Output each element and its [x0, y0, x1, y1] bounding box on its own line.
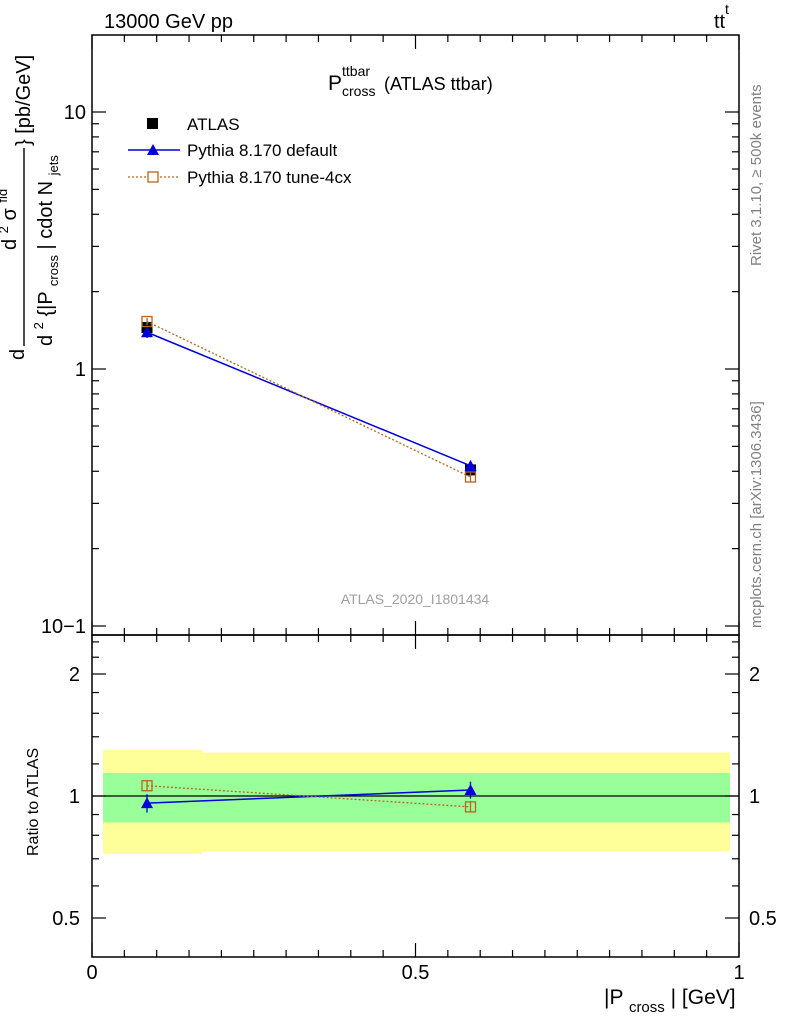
main-y-axis-label-unit: } [pb/GeV] [13, 55, 35, 146]
x-axis-label: |P cross | [GeV] [604, 986, 736, 1017]
main-y-axis-label-den-cross: cross [46, 255, 61, 287]
legend-marker-pythia-default [147, 144, 159, 155]
main-y-axis-label-num-sup: 2 [0, 226, 11, 233]
main-y-axis-label-num-fid: fid [0, 189, 10, 203]
ratio-point-pythia-default [140, 797, 153, 809]
x-axis-label-post: | [GeV] [671, 986, 736, 1009]
mcplots-label: mcplots.cern.ch [arXiv:1306.3436] [748, 401, 765, 628]
legend-label-pythia-4cx: Pythia 8.170 tune-4cx [187, 168, 352, 187]
ratio-panel-marks [140, 780, 477, 813]
legend-marker-pythia-4cx [147, 171, 159, 183]
header-energy: 13000 GeV pp [104, 11, 233, 33]
main-y-axis-label-d: d [7, 349, 29, 360]
main-y-axis-label-num-sigma: σ [0, 208, 21, 221]
main-y-axis-label: d d 2 σ fid d 2 {|P cross | cdot N jets … [0, 55, 63, 360]
main-y-axis-label-den-mid: | cdot N [35, 181, 57, 250]
main-y-axis-label-den-sup: 2 [31, 322, 46, 329]
header-process-bar: t [725, 1, 729, 17]
ratio-axis-ticks [91, 635, 740, 957]
main-y-axis-label-den-jets: jets [46, 155, 61, 177]
main-panel-marks [140, 315, 477, 483]
main-y-axis-label-num-d: d [0, 239, 21, 250]
ratio-y-tick-label-left: 1 [69, 786, 80, 808]
ratio-point-pythia-default [464, 783, 477, 795]
ratio-y-tick-label-right: 0.5 [749, 908, 777, 930]
data-point-pythia-default [140, 326, 153, 338]
series-line-1 [146, 331, 471, 467]
main-y-axis-label-fraction: d 2 σ fid [0, 189, 21, 250]
ratio-y-tick-label-right: 2 [749, 664, 760, 686]
legend-label-atlas: ATLAS [187, 115, 240, 134]
analysis-watermark: ATLAS_2020_I1801434 [341, 591, 490, 607]
ratio-point-pythia-4cx [141, 780, 153, 792]
rivet-version-label: Rivet 3.1.10, ≥ 500k events [748, 84, 765, 266]
main-y-axis-label-den-body: {|P [35, 292, 57, 317]
main-axis-tick-labels: 10−1 1 10 [41, 102, 86, 638]
header-process-label: tt [714, 11, 726, 33]
main-y-tick-label: 1 [75, 359, 86, 381]
plot-title-sup: ttbar [342, 63, 370, 79]
plot-title-sub: cross [342, 83, 375, 99]
data-point-pythia-4cx [464, 471, 477, 483]
main-y-axis-label-denominator: d 2 {|P cross | cdot N jets [26, 155, 63, 346]
main-y-axis-label-den-d: d [35, 335, 57, 346]
plot-title: P ttbar cross (ATLAS ttbar) [328, 63, 493, 99]
main-y-tick-label: 10−1 [41, 616, 86, 638]
plot-title-main: P [328, 72, 342, 95]
ratio-y-tick-label-left: 2 [69, 664, 80, 686]
data-point-pythia-4cx [141, 315, 153, 328]
x-axis-label-sub: cross [629, 999, 665, 1016]
legend-label-pythia-default: Pythia 8.170 default [187, 141, 338, 160]
ratio-series-line-0 [146, 789, 471, 804]
ratio-y-axis-label: Ratio to ATLAS [25, 748, 42, 856]
main-y-tick-label: 10 [64, 102, 86, 124]
x-tick-label: 1 [733, 962, 744, 984]
plot-title-suffix: (ATLAS ttbar) [384, 74, 493, 94]
legend: ATLAS Pythia 8.170 default Pythia 8.170 … [128, 115, 352, 187]
x-tick-label: 0 [86, 962, 97, 984]
ratio-axis-tick-labels: 0.5 0.5 1 1 2 2 0 0.5 1 [52, 664, 777, 984]
x-tick-label: 0.5 [402, 962, 430, 984]
legend-marker-atlas [147, 118, 158, 129]
main-axis-ticks [91, 35, 740, 635]
ratio-point-pythia-4cx [464, 801, 477, 813]
header-process: tt t [714, 1, 729, 33]
data-point-pythia-default [464, 459, 477, 471]
ratio-y-tick-label-left: 0.5 [52, 908, 80, 930]
x-axis-label-pre: |P [604, 986, 623, 1009]
ratio-y-tick-label-right: 1 [749, 786, 760, 808]
